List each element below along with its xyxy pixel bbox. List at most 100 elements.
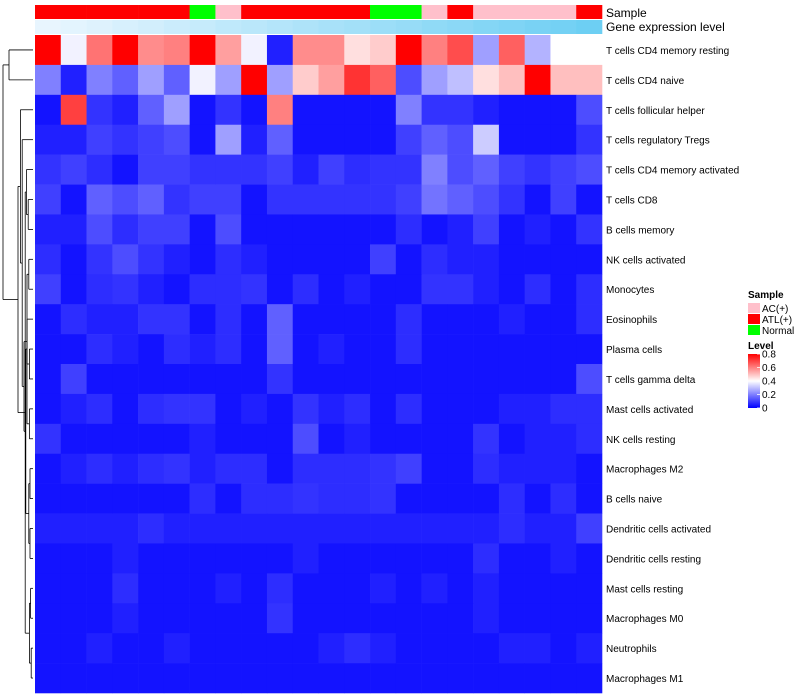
row-label: Macrophages M0 — [606, 614, 684, 625]
heatmap-cell — [241, 334, 268, 365]
heatmap-cell — [576, 64, 603, 96]
heatmap-cell — [370, 483, 397, 514]
heatmap-cell — [241, 364, 268, 395]
heatmap-cell — [86, 334, 113, 365]
heatmap-cell — [163, 543, 190, 574]
heatmap-cell — [35, 64, 62, 96]
heatmap-cell — [266, 513, 294, 544]
heatmap-cell — [266, 483, 294, 514]
heatmap-cell — [473, 94, 500, 126]
heatmap-cell — [215, 453, 242, 484]
heatmap-cell — [447, 453, 474, 484]
heatmap-cell — [524, 334, 551, 365]
heatmap-cell — [318, 64, 345, 96]
heatmap-cell — [241, 393, 268, 425]
heatmap-cell — [344, 214, 371, 245]
row-label: Dendritic cells activated — [606, 525, 711, 536]
heatmap-cell — [395, 364, 422, 395]
heatmap-cell — [60, 124, 87, 155]
expression-annotation-cell — [370, 20, 397, 34]
heatmap-cell — [60, 573, 87, 604]
legend-sample-entries: AC(+)ATL(+)Normal — [748, 303, 794, 337]
heatmap-cell — [292, 513, 319, 544]
heatmap-cell — [370, 633, 397, 664]
heatmap-cell — [215, 513, 242, 544]
heatmap-cell — [447, 304, 474, 335]
heatmap-cell — [576, 184, 603, 215]
heatmap-cell — [576, 35, 603, 66]
heatmap-cell — [550, 274, 577, 305]
heatmap-cell — [189, 214, 216, 245]
expression-annotation-cell — [576, 20, 603, 34]
heatmap-cell — [498, 364, 525, 395]
heatmap-cell — [138, 274, 165, 305]
heatmap-cell — [370, 603, 397, 634]
heatmap-cell — [163, 214, 190, 245]
heatmap-cell — [215, 304, 242, 335]
heatmap-cell — [215, 543, 242, 574]
heatmap-cell — [189, 244, 216, 275]
heatmap-cell — [344, 124, 371, 155]
expression-annotation-cell — [241, 20, 268, 34]
expression-annotation-cell — [318, 20, 345, 34]
heatmap-cell — [266, 334, 294, 365]
heatmap-cell — [163, 304, 190, 335]
heatmap-cell — [550, 453, 577, 484]
heatmap-cell — [524, 453, 551, 484]
heatmap-cell — [189, 603, 216, 634]
heatmap-cell — [344, 334, 371, 365]
heatmap-cell — [138, 214, 165, 245]
heatmap-cell — [292, 633, 319, 664]
heatmap-cell — [576, 423, 603, 455]
heatmap-cell — [138, 573, 165, 604]
heatmap-cell — [112, 64, 139, 96]
heatmap-cell — [498, 214, 525, 245]
heatmap-cell — [292, 393, 319, 425]
heatmap-cell — [318, 603, 345, 634]
heatmap-cell — [138, 364, 165, 395]
heatmap-cell — [524, 244, 551, 275]
expression-annotation-cell — [266, 20, 294, 34]
heatmap-cell — [524, 603, 551, 634]
heatmap-cell — [86, 94, 113, 126]
heatmap-cell — [318, 633, 345, 664]
heatmap-cell — [112, 513, 139, 544]
heatmap-cell — [524, 124, 551, 155]
expression-annotation-cell — [60, 20, 87, 34]
heatmap-cell — [163, 573, 190, 604]
heatmap-cell — [344, 64, 371, 96]
heatmap-cell — [292, 154, 319, 185]
heatmap-cell — [266, 603, 294, 634]
heatmap-cell — [370, 573, 397, 604]
heatmap-cell — [112, 244, 139, 275]
heatmap-cell — [60, 543, 87, 574]
sample-annotation-cell — [112, 5, 139, 19]
sample-annotation-cell — [498, 5, 525, 19]
heatmap-cell — [395, 244, 422, 275]
heatmap-cell — [241, 633, 268, 664]
heatmap-cell — [447, 483, 474, 514]
legend: Sample AC(+)ATL(+)Normal Level 0.8 0.6 0.4… — [748, 290, 794, 415]
heatmap-cell — [344, 364, 371, 395]
heatmap-cell — [163, 64, 190, 96]
heatmap-cell — [576, 94, 603, 126]
heatmap-cell — [370, 35, 397, 66]
heatmap-cell — [395, 124, 422, 155]
heatmap-cell — [421, 184, 448, 215]
heatmap-cell — [447, 94, 474, 126]
heatmap-cell — [35, 633, 62, 664]
column-annotations — [35, 5, 603, 34]
heatmap-cell — [60, 663, 87, 694]
sample-annotation-cell — [524, 5, 551, 19]
expression-annotation-cell — [112, 20, 139, 34]
heatmap-cell — [292, 304, 319, 335]
heatmap-cell — [60, 513, 87, 544]
heatmap-cell — [498, 304, 525, 335]
heatmap-cell — [86, 154, 113, 185]
heatmap-cell — [35, 334, 62, 365]
heatmap-cell — [241, 603, 268, 634]
legend-sample-label: Normal — [762, 326, 794, 337]
heatmap-cell — [189, 154, 216, 185]
heatmap-cell — [576, 304, 603, 335]
heatmap-cell — [550, 513, 577, 544]
